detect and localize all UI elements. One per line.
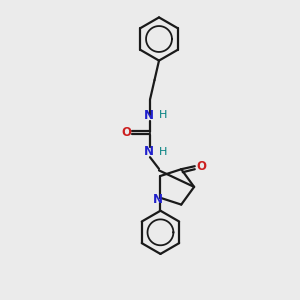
Text: N: N [153, 193, 163, 206]
Text: N: N [143, 109, 154, 122]
Text: O: O [121, 126, 131, 139]
Text: O: O [196, 160, 206, 173]
Text: N: N [143, 145, 154, 158]
Text: H: H [159, 110, 168, 120]
Text: H: H [159, 147, 168, 157]
